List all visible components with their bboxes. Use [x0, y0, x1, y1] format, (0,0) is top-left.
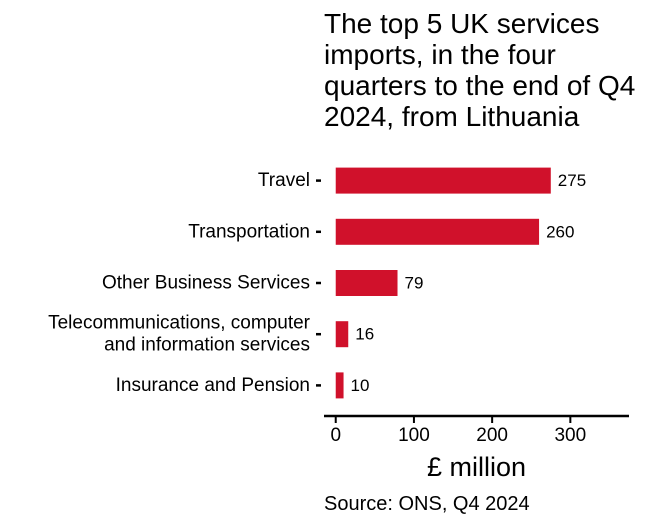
value-label: 79 — [405, 274, 424, 293]
category-label: Telecommunications, computer — [48, 313, 311, 334]
x-tick-label: 300 — [554, 425, 586, 446]
value-label: 275 — [558, 171, 586, 190]
value-label: 10 — [351, 376, 370, 395]
x-axis-title: £ million — [427, 452, 526, 482]
bar — [335, 218, 540, 245]
chart-title: The top 5 UK services imports, in the fo… — [324, 8, 636, 132]
bar — [335, 167, 551, 194]
category-label: Insurance and Pension — [116, 375, 310, 396]
bar — [335, 270, 398, 296]
x-tick-label: 0 — [330, 425, 341, 446]
category-label: and information services — [104, 335, 310, 356]
x-tick-label: 200 — [476, 425, 508, 446]
x-tick-label: 100 — [398, 425, 430, 446]
bar — [335, 321, 349, 348]
value-label: 260 — [546, 222, 574, 241]
category-label: Travel — [258, 170, 310, 191]
source-note: Source: ONS, Q4 2024 — [324, 493, 530, 515]
category-label: Transportation — [188, 221, 310, 242]
value-label: 16 — [355, 325, 374, 344]
bar — [335, 372, 344, 399]
category-label: Other Business Services — [102, 273, 310, 294]
